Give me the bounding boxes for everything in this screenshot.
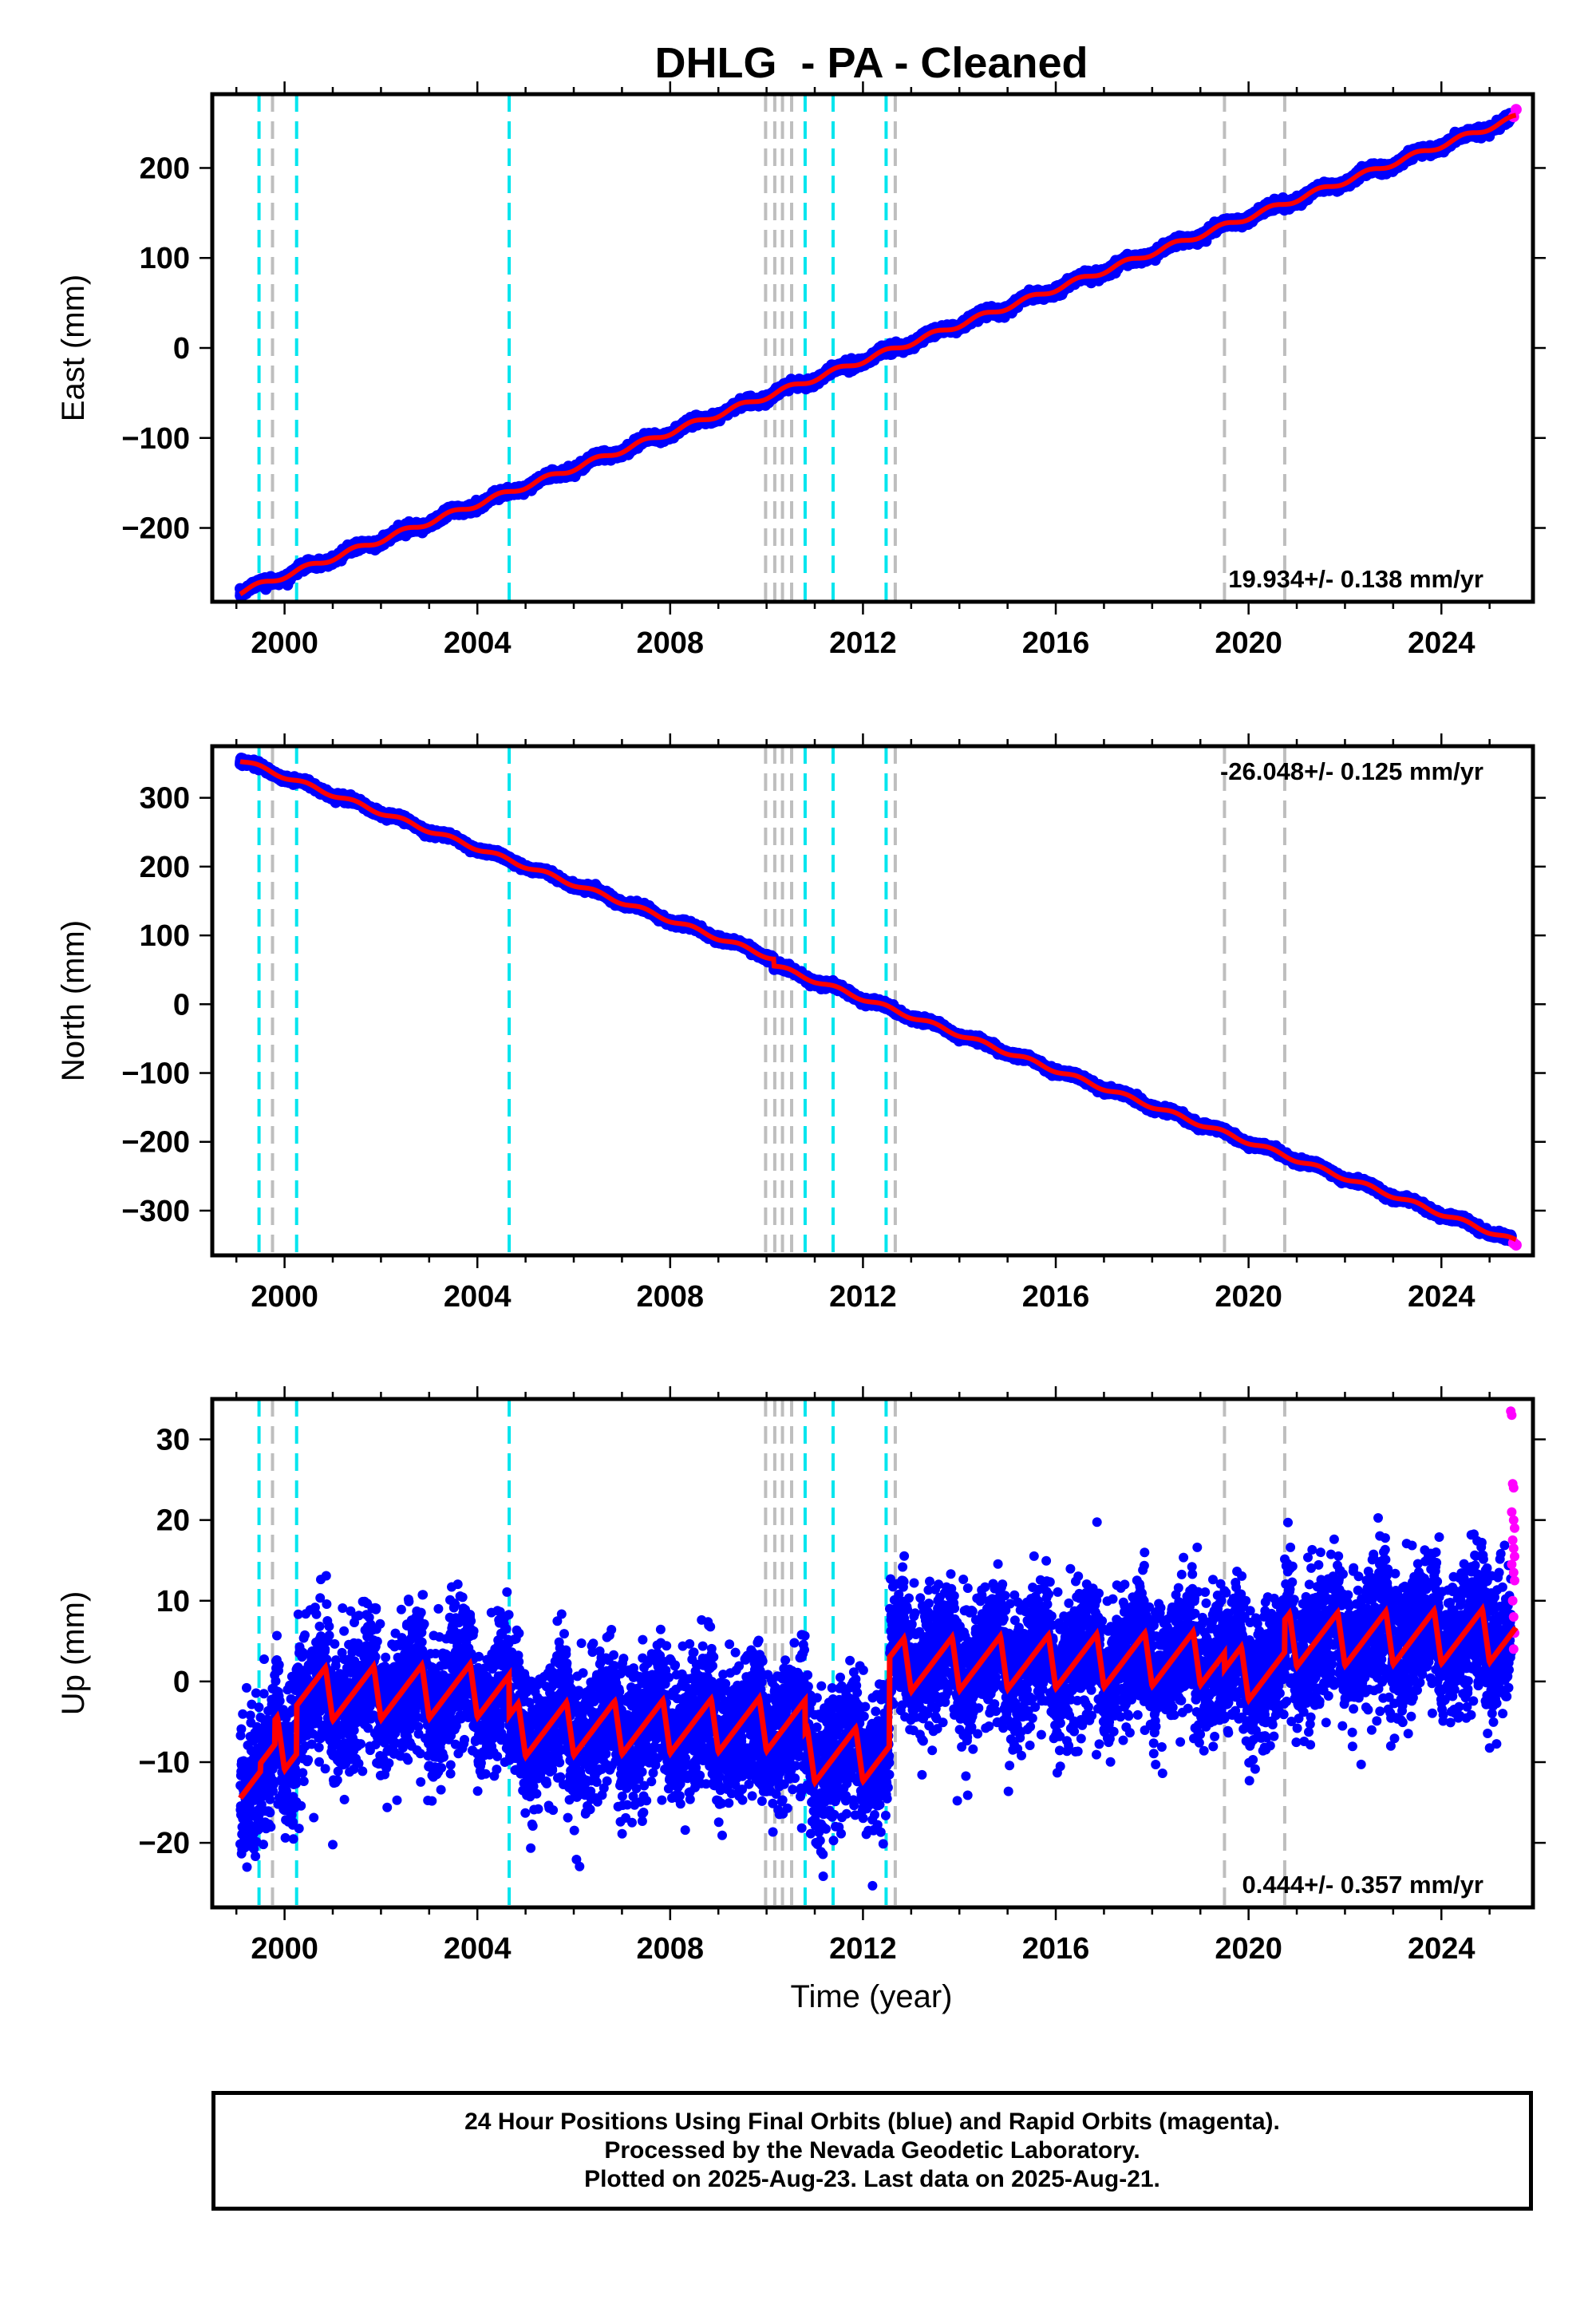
figure-title: DHLG - PA - Cleaned xyxy=(654,39,1088,87)
